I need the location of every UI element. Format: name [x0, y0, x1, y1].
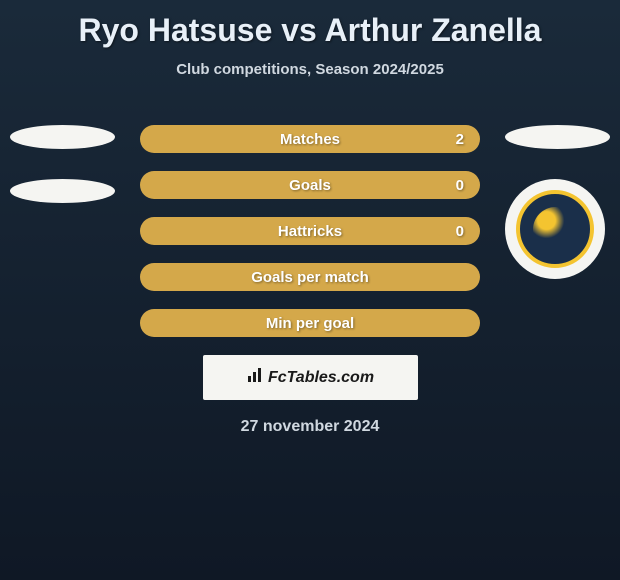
branding-text: FcTables.com: [246, 366, 374, 389]
player1-badge-top: [10, 125, 115, 149]
left-badges-container: [10, 125, 115, 233]
stat-value: 0: [456, 223, 464, 240]
stat-label: Min per goal: [266, 315, 354, 332]
chart-icon: [246, 366, 264, 389]
subtitle: Club competitions, Season 2024/2025: [0, 61, 620, 78]
stat-label: Hattricks: [278, 223, 342, 240]
stat-bar-min-per-goal: Min per goal: [140, 309, 480, 337]
page-title: Ryo Hatsuse vs Arthur Zanella: [0, 0, 620, 49]
stat-label: Goals per match: [251, 269, 369, 286]
stat-label: Goals: [289, 177, 331, 194]
stat-value: 2: [456, 131, 464, 148]
branding-box: FcTables.com: [203, 355, 418, 400]
mariners-logo-icon: [516, 190, 594, 268]
player2-club-badge: [505, 179, 605, 279]
stats-container: Matches 2 Goals 0 Hattricks 0 Goals per …: [140, 125, 480, 436]
stat-bar-matches: Matches 2: [140, 125, 480, 153]
right-badges-container: [505, 125, 610, 279]
stat-label: Matches: [280, 131, 340, 148]
stat-bar-hattricks: Hattricks 0: [140, 217, 480, 245]
date-text: 27 november 2024: [140, 418, 480, 436]
stat-bar-goals-per-match: Goals per match: [140, 263, 480, 291]
player1-badge-bottom: [10, 179, 115, 203]
player2-badge-top: [505, 125, 610, 149]
stat-value: 0: [456, 177, 464, 194]
branding-label: FcTables.com: [268, 369, 374, 387]
stat-bar-goals: Goals 0: [140, 171, 480, 199]
